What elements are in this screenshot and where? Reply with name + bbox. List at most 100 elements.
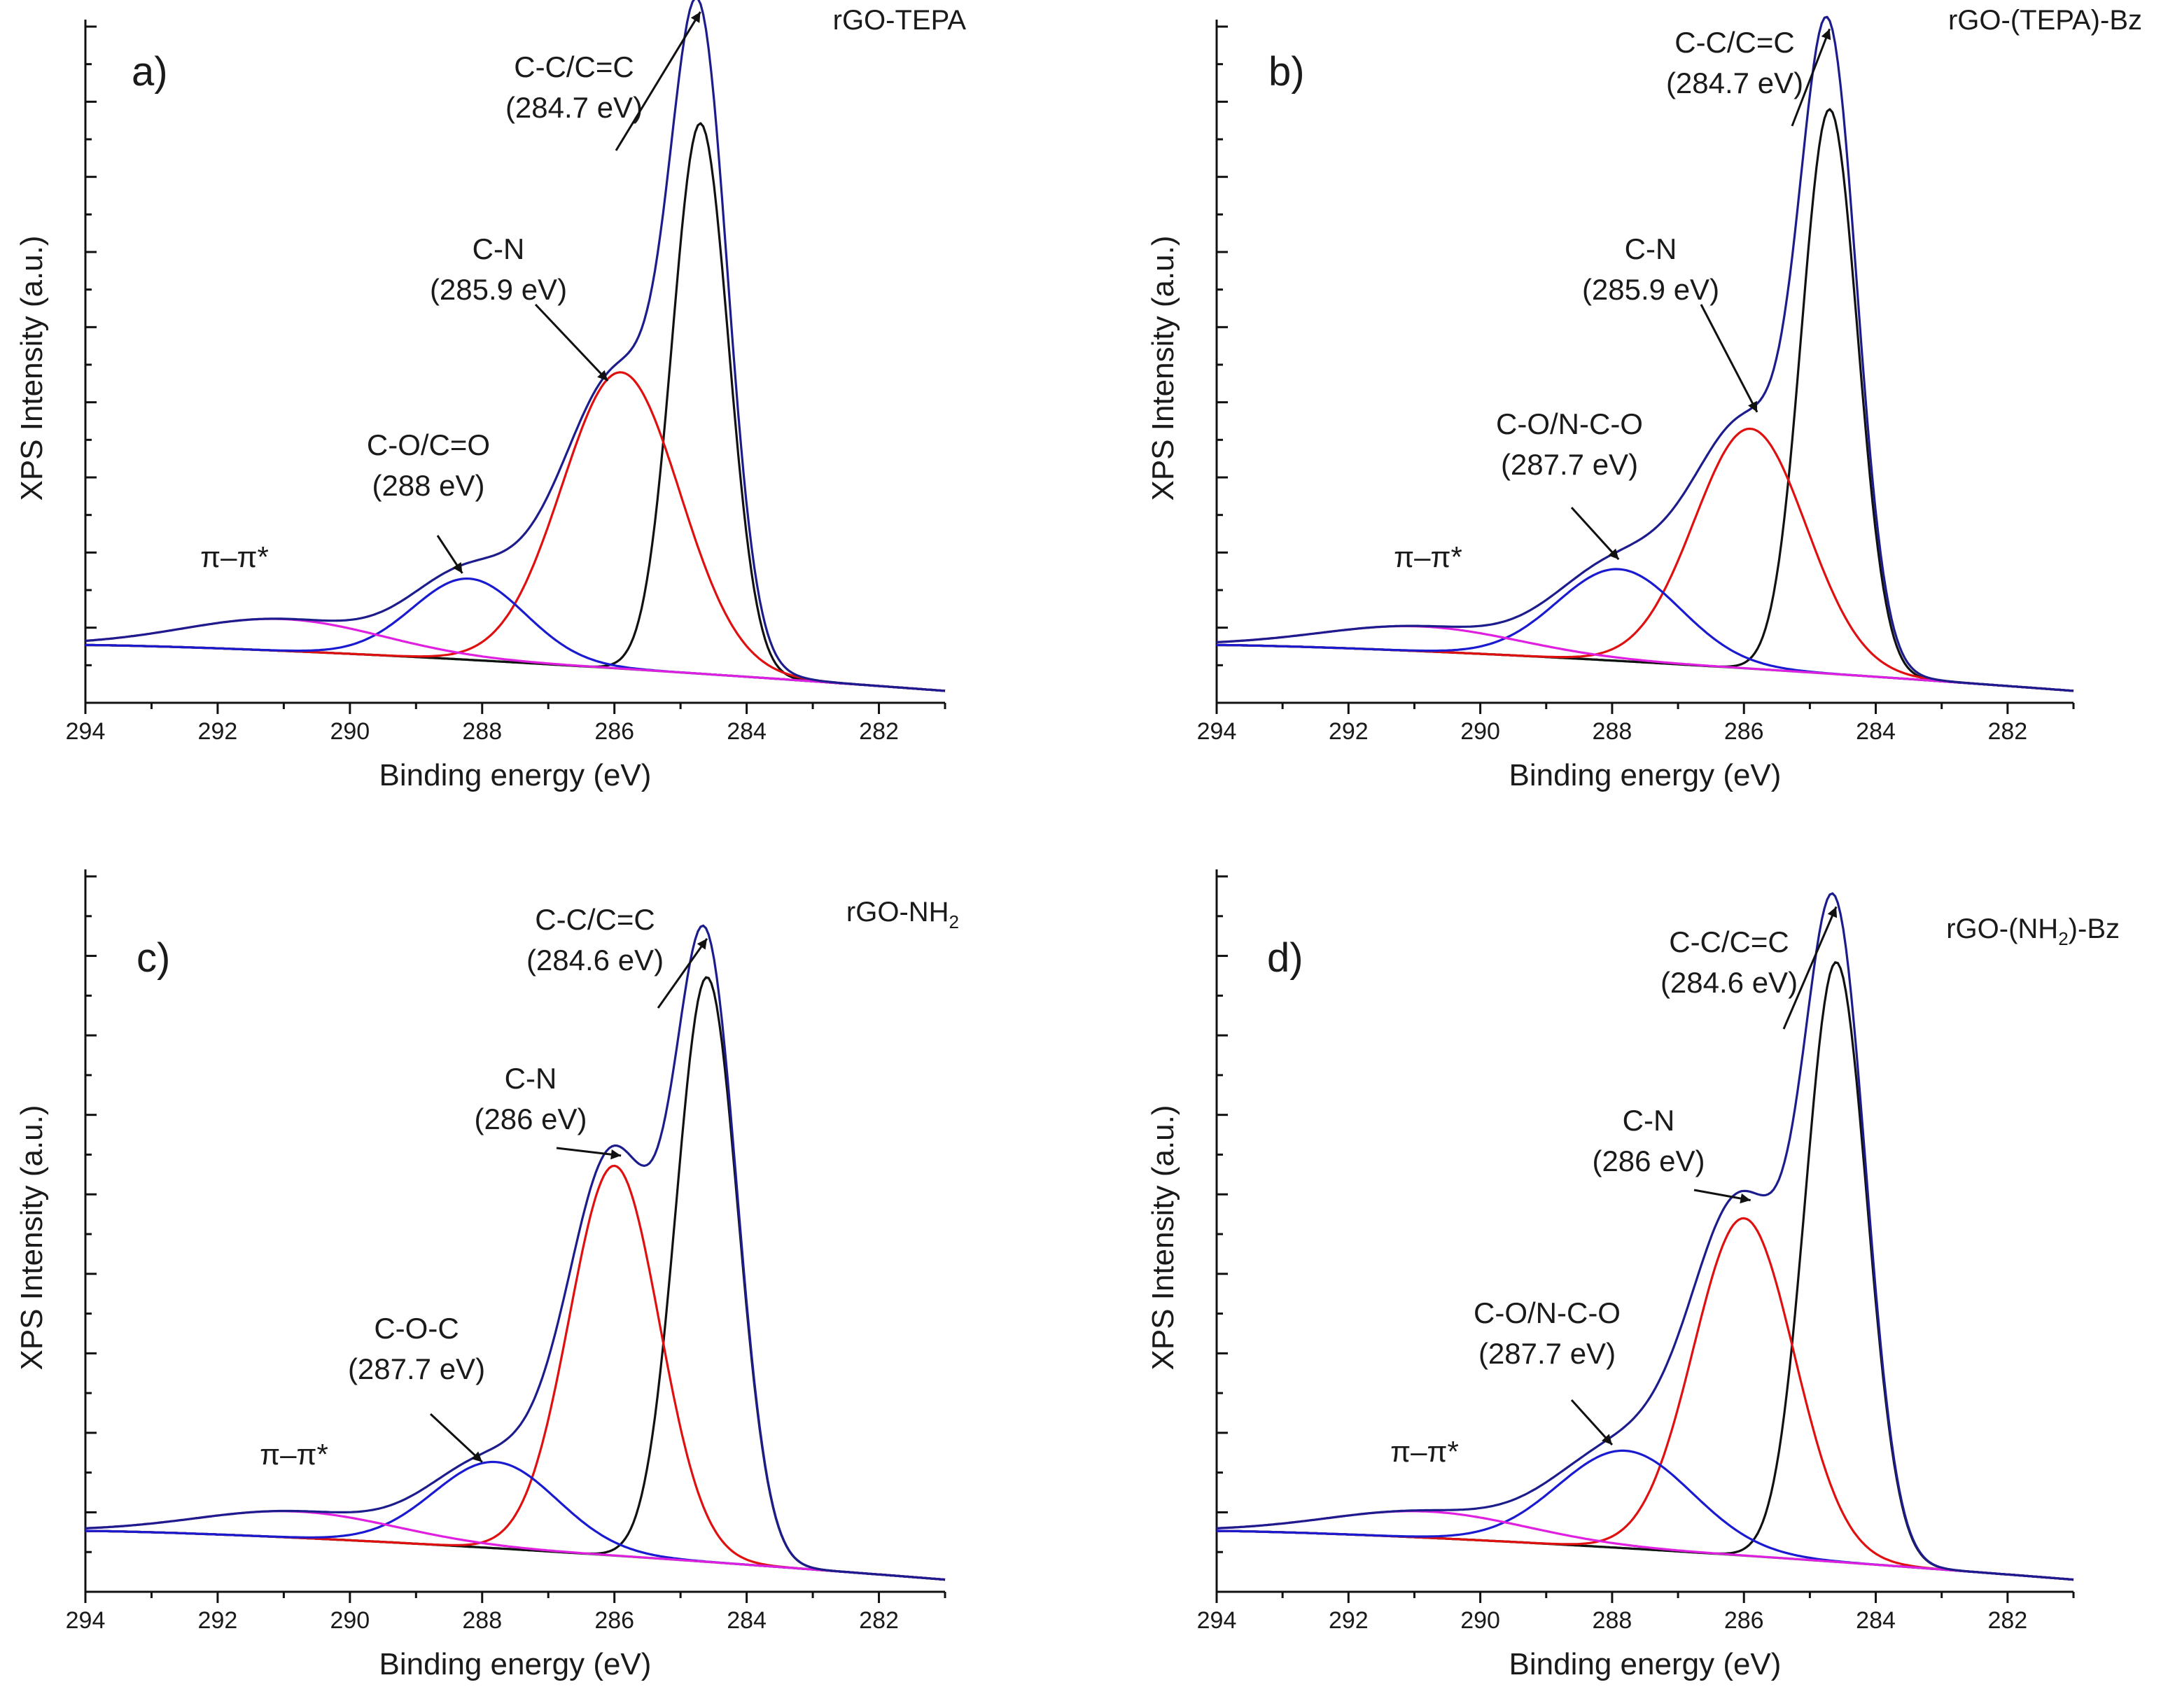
- series-envelope: [85, 0, 946, 692]
- series-c-n: [1216, 427, 2074, 692]
- x-tick-label: 290: [1460, 1607, 1500, 1634]
- series-envelope: [1216, 892, 2074, 1581]
- peak-annotation: π–π*: [200, 540, 269, 573]
- annotation-arrow: [556, 1147, 622, 1157]
- x-tick-label: 292: [198, 1607, 238, 1634]
- annotation-arrowhead: [1601, 1434, 1612, 1445]
- x-tick-label: 294: [66, 718, 106, 745]
- annotation-arrow: [534, 303, 609, 382]
- annotation-arrow: [1700, 304, 1758, 413]
- panel-letter: d): [1267, 935, 1303, 981]
- x-axis-title: Binding energy (eV): [1509, 1647, 1782, 1681]
- x-tick-label: 288: [462, 718, 502, 745]
- x-tick-label: 290: [330, 718, 370, 745]
- x-tick-label: 282: [1987, 718, 2027, 745]
- x-tick-label: 294: [1197, 1607, 1237, 1634]
- annotation-arrow: [1570, 1399, 1614, 1446]
- panel-letter: b): [1268, 49, 1305, 94]
- series-envelope: [85, 924, 946, 1581]
- x-tick-label: 294: [66, 1607, 106, 1634]
- x-axis-title: Binding energy (eV): [379, 1647, 652, 1681]
- series-background: [1216, 643, 2074, 692]
- panel-a: 294 292 290 288 286 284 282 Binding energy (eV)…: [15, 0, 966, 792]
- x-tick-label: 286: [594, 1607, 634, 1634]
- annotation-arrowhead: [597, 370, 608, 382]
- series-c-c-c-c: [1216, 961, 2074, 1581]
- annotation-arrowhead: [1748, 400, 1758, 412]
- x-tick-label: 282: [1987, 1607, 2027, 1634]
- annotation-arrowhead: [452, 562, 463, 573]
- x-tick-label: 286: [1724, 1607, 1764, 1634]
- x-tick-label: 290: [1460, 718, 1500, 745]
- peak-annotation: C-N (286 eV): [1592, 1104, 1705, 1177]
- x-tick-label: 284: [1856, 718, 1896, 745]
- peak-annotation: C-N (286 eV): [474, 1062, 587, 1135]
- annotation-arrowhead: [1740, 1193, 1751, 1204]
- panel-letter: c): [137, 935, 170, 981]
- sample-label: rGO-(NH2)-Bz: [1946, 913, 2120, 949]
- peak-annotation: C-N (285.9 eV): [1582, 232, 1719, 306]
- annotation-arrowhead: [471, 1451, 482, 1462]
- x-tick-label: 288: [1593, 718, 1632, 745]
- y-axis-title: XPS Intensity (a.u.): [1146, 1105, 1180, 1370]
- x-tick-label: 288: [1593, 1607, 1632, 1634]
- series-background: [1216, 1530, 2074, 1581]
- peak-annotation: C-O/C=O (288 eV): [367, 428, 490, 502]
- panel-letter: a): [132, 49, 168, 94]
- annotation-arrowhead: [697, 938, 707, 950]
- series-background: [85, 1530, 946, 1581]
- series-envelope: [1216, 15, 2074, 692]
- annotation-arrow: [615, 11, 701, 151]
- peak-annotation: C-C/C=C (284.6 eV): [526, 903, 664, 976]
- x-axis-title: Binding energy (eV): [379, 758, 652, 792]
- peak-annotation: C-O/N-C-O (287.7 eV): [1474, 1296, 1621, 1370]
- y-axis-title: XPS Intensity (a.u.): [15, 235, 49, 500]
- peak-annotation: C-C/C=C (284.7 eV): [1666, 26, 1803, 99]
- series-c-o-c: [85, 1460, 946, 1581]
- y-axis-title: XPS Intensity (a.u.): [1146, 235, 1180, 500]
- annotation-arrowhead: [1827, 906, 1838, 918]
- annotation-arrowhead: [1608, 548, 1619, 560]
- x-tick-label: 294: [1197, 718, 1237, 745]
- x-tick-label: 284: [727, 1607, 767, 1634]
- x-tick-label: 292: [198, 718, 238, 745]
- peak-annotation: π–π*: [1390, 1435, 1459, 1468]
- x-tick-label: 286: [594, 718, 634, 745]
- series-c-n: [85, 1164, 946, 1581]
- x-tick-label: 284: [727, 718, 767, 745]
- x-tick-label: 292: [1329, 1607, 1369, 1634]
- annotation-arrowhead: [1821, 29, 1831, 41]
- annotation-arrow: [1782, 906, 1838, 1030]
- annotation-arrowhead: [610, 1149, 622, 1160]
- peak-annotation: C-O-C (287.7 eV): [348, 1312, 485, 1385]
- series-background: [85, 643, 946, 692]
- panel-c: 294 292 290 288 286 284 282 Binding energy (eV)…: [15, 869, 959, 1681]
- peak-annotation: C-N (285.9 eV): [430, 232, 567, 306]
- x-tick-label: 282: [859, 718, 899, 745]
- series-c-n: [1216, 1217, 2074, 1581]
- x-tick-label: 288: [462, 1607, 502, 1634]
- x-tick-label: 292: [1329, 718, 1369, 745]
- series-c-c-c-c: [1216, 108, 2074, 692]
- peak-annotation: π–π*: [260, 1438, 328, 1471]
- panel-d: 294 292 290 288 286 284 282 Binding energy (eV)…: [1146, 869, 2120, 1681]
- annotation-arrow: [1791, 28, 1831, 127]
- peak-annotation: π–π*: [1394, 540, 1462, 573]
- peak-annotation: C-C/C=C (284.7 eV): [505, 50, 643, 124]
- x-tick-label: 286: [1724, 718, 1764, 745]
- x-tick-label: 282: [859, 1607, 899, 1634]
- annotation-arrow: [429, 1413, 483, 1463]
- annotation-arrow: [657, 937, 708, 1009]
- sample-label: rGO-NH2: [846, 897, 959, 932]
- sample-label: rGO-(TEPA)-Bz: [1948, 5, 2142, 36]
- sample-label: rGO-TEPA: [833, 5, 967, 36]
- x-tick-label: 284: [1856, 1607, 1896, 1634]
- peak-annotation: C-O/N-C-O (287.7 eV): [1496, 407, 1643, 481]
- series-c-o-c-o: [85, 578, 946, 692]
- annotation-arrow: [1570, 506, 1620, 561]
- series-c-n: [85, 371, 946, 692]
- x-tick-label: 290: [330, 1607, 370, 1634]
- peak-annotation: C-C/C=C (284.6 eV): [1660, 925, 1798, 999]
- x-axis-title: Binding energy (eV): [1509, 758, 1782, 792]
